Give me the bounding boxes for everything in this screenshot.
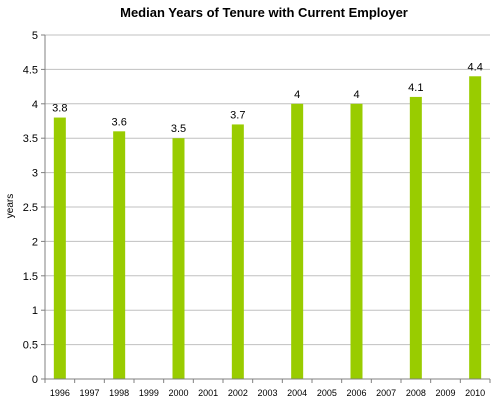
y-tick-label: 1.5 (23, 271, 38, 283)
bar (113, 131, 126, 379)
x-tick-label: 1998 (109, 388, 129, 398)
x-tick-label: 2005 (317, 388, 337, 398)
x-tick-label: 1999 (139, 388, 159, 398)
data-label: 3.5 (171, 123, 186, 135)
x-tick-label: 1996 (50, 388, 70, 398)
axes (44, 35, 491, 383)
data-labels: 3.8 3.6 3.5 3.7 4 4 4.1 4.4 (52, 61, 483, 135)
bar (231, 124, 244, 379)
bar (53, 117, 66, 379)
x-tick-label: 2006 (346, 388, 366, 398)
y-tick-label: 4 (32, 99, 38, 111)
chart-title: Median Years of Tenure with Current Empl… (120, 5, 408, 20)
data-label: 4.4 (468, 61, 483, 73)
x-tick-label: 2004 (287, 388, 307, 398)
y-axis-label: years (5, 194, 16, 218)
x-tick-label: 2009 (435, 388, 455, 398)
data-label: 3.8 (52, 103, 67, 115)
y-tick-label: 4.5 (23, 64, 38, 76)
y-tick-label: 5 (32, 30, 38, 42)
y-tick-label: 3.5 (23, 133, 38, 145)
y-tick-label: 2.5 (23, 202, 38, 214)
y-tick-label: 0.5 (23, 340, 38, 352)
x-tick-label: 2010 (465, 388, 485, 398)
y-tick-label: 3 (32, 168, 38, 180)
bar (172, 138, 185, 379)
y-tick-label: 1 (32, 305, 38, 317)
x-tick-label: 1997 (79, 388, 99, 398)
y-tick-label: 2 (32, 236, 38, 248)
data-label: 4.1 (408, 82, 423, 94)
data-label: 4 (294, 89, 300, 101)
data-label: 3.7 (230, 109, 245, 121)
data-label: 3.6 (112, 116, 127, 128)
y-tick-label: 0 (32, 374, 38, 386)
bar (469, 76, 482, 379)
bars (53, 76, 482, 380)
x-tick-label: 2001 (198, 388, 218, 398)
x-tick-label: 2003 (257, 388, 277, 398)
x-tick-label: 2002 (228, 388, 248, 398)
x-tick-label: 2000 (168, 388, 188, 398)
x-tick-label: 2008 (406, 388, 426, 398)
bar (291, 103, 304, 380)
bar (409, 96, 422, 380)
bar (350, 103, 363, 380)
y-axis-ticks: 0 0.5 1 1.5 2 2.5 3 3.5 4 4.5 5 (23, 30, 45, 386)
x-tick-label: 2007 (376, 388, 396, 398)
x-axis-ticks: 1996 1997 1998 1999 2000 2001 2002 2003 2004 2005… (50, 388, 485, 398)
data-label: 4 (353, 89, 359, 101)
